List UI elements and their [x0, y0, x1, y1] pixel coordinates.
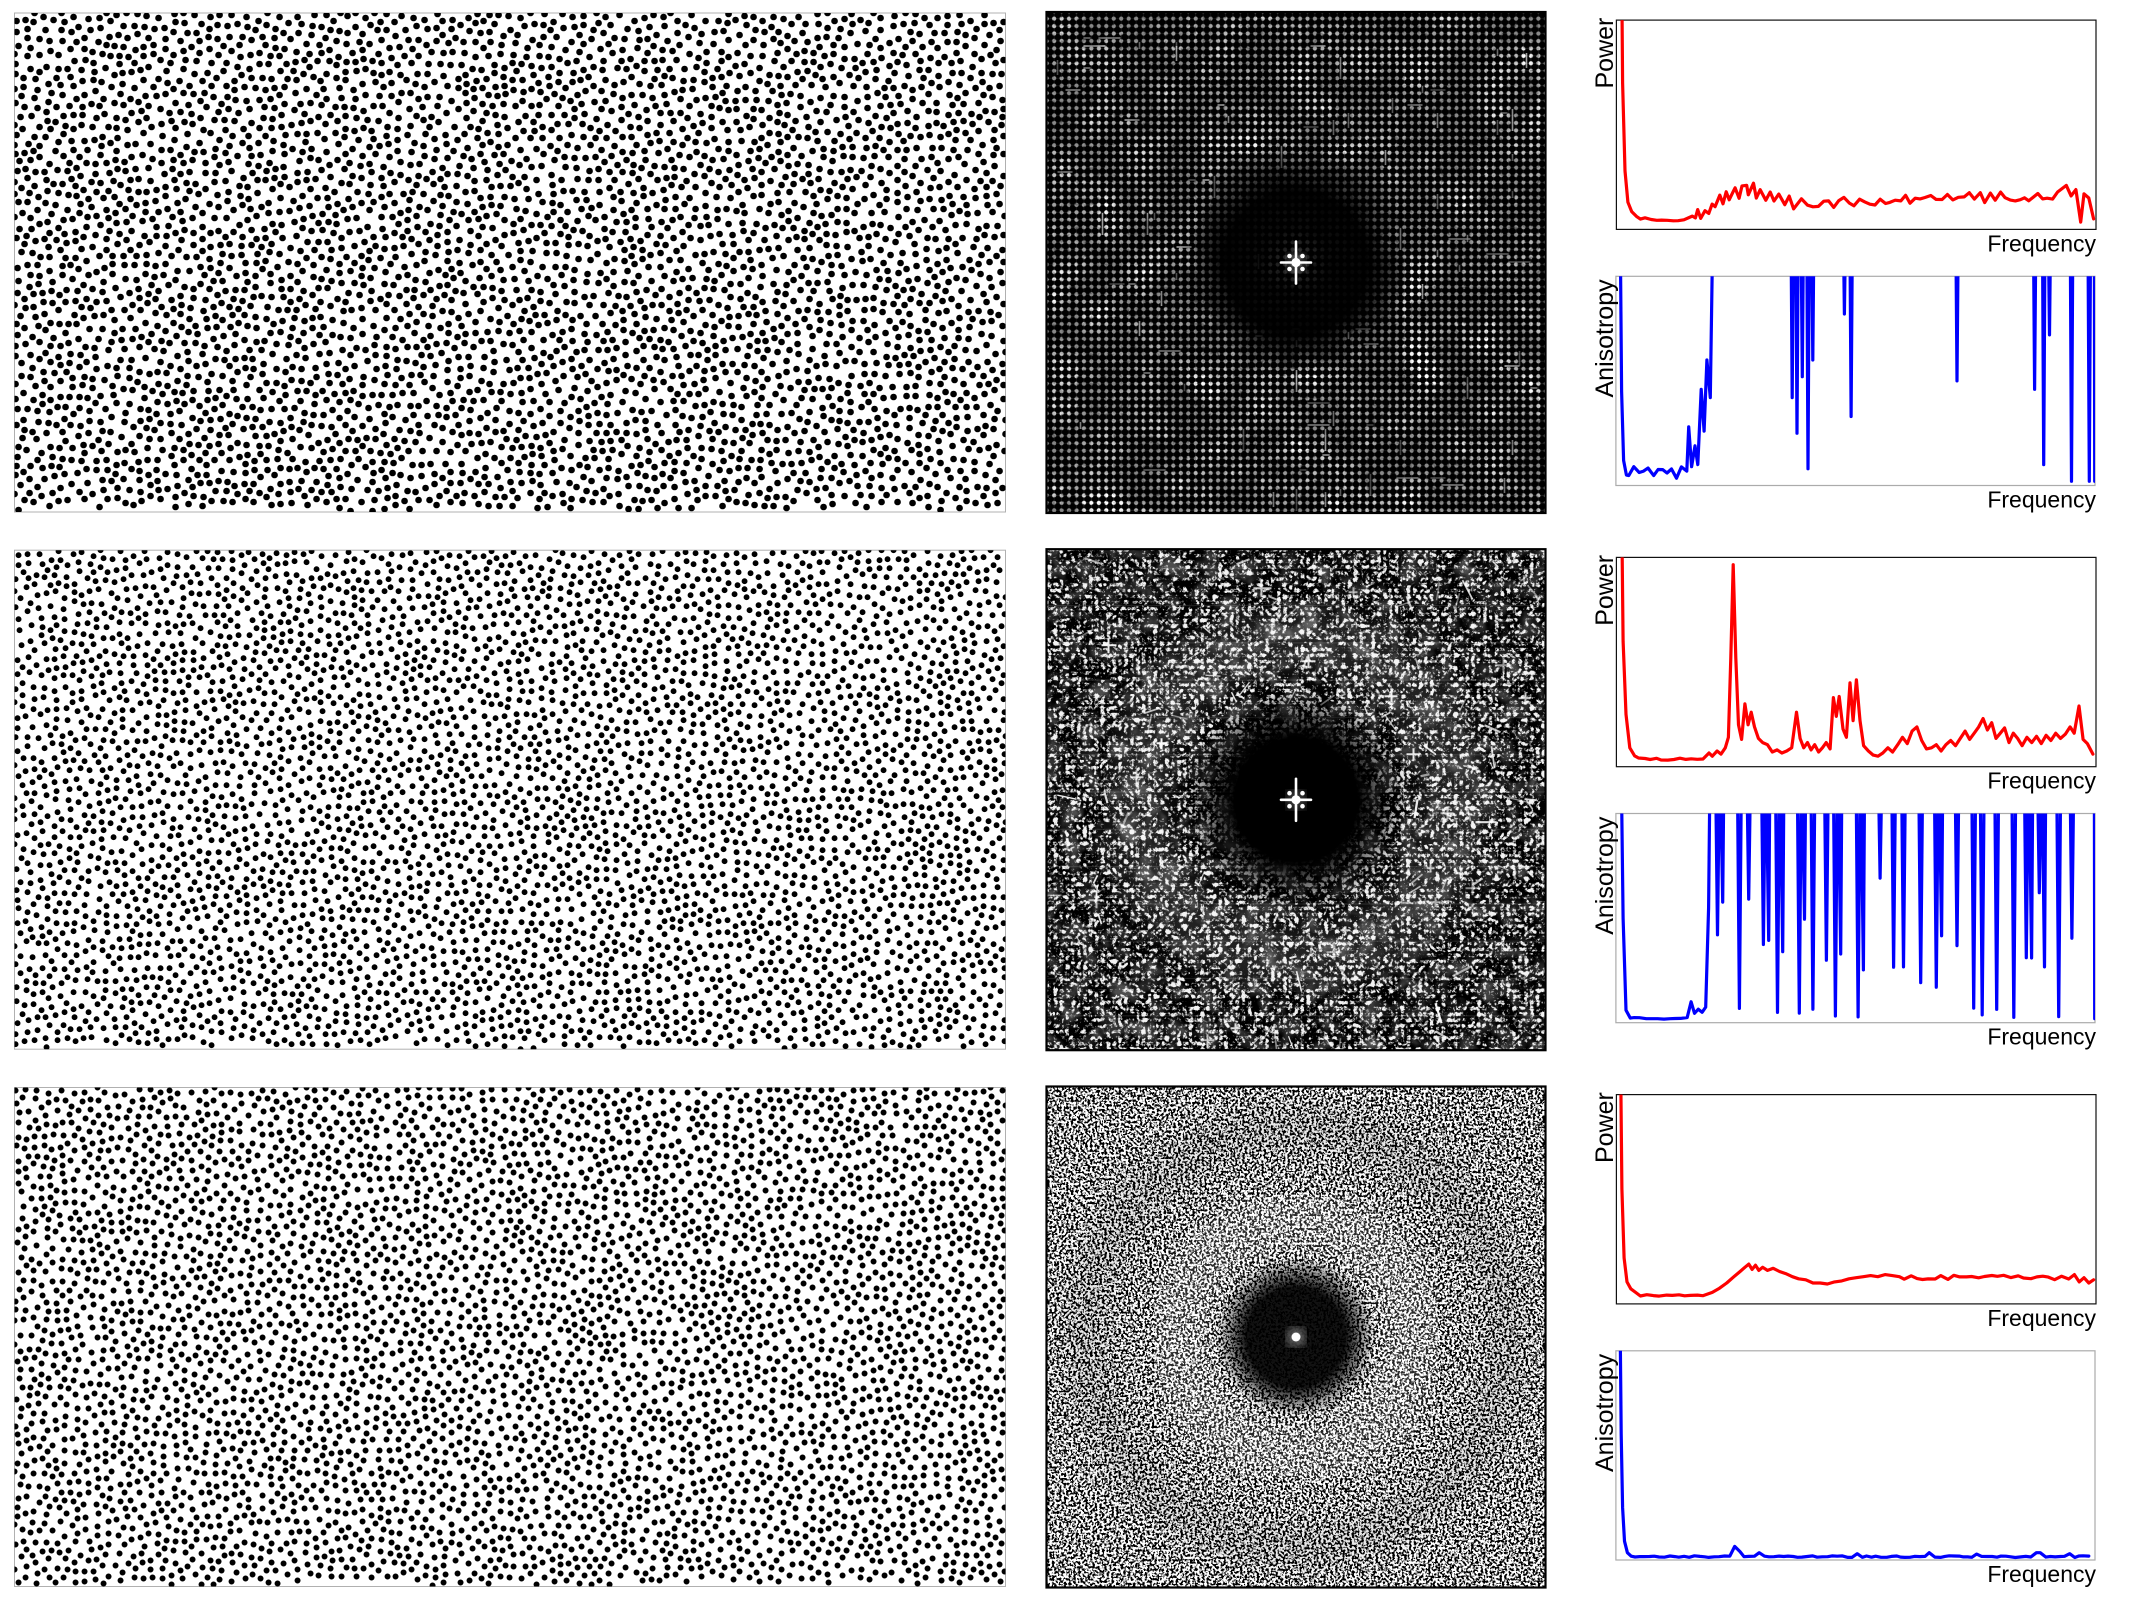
svg-text:Anisotropy: Anisotropy	[1591, 279, 1619, 398]
svg-text:Frequency: Frequency	[1987, 486, 2096, 512]
svg-text:Frequency: Frequency	[1987, 1024, 2096, 1050]
svg-text:Frequency: Frequency	[1987, 230, 2096, 256]
svg-text:Frequency: Frequency	[1987, 1561, 2096, 1587]
svg-text:Power: Power	[1591, 1092, 1619, 1163]
svg-text:Frequency: Frequency	[1987, 1305, 2096, 1331]
svg-text:Power: Power	[1591, 18, 1619, 89]
svg-text:Anisotropy: Anisotropy	[1591, 1353, 1619, 1472]
svg-text:Frequency: Frequency	[1987, 768, 2096, 794]
svg-text:Power: Power	[1591, 555, 1619, 626]
svg-text:Anisotropy: Anisotropy	[1591, 816, 1619, 935]
